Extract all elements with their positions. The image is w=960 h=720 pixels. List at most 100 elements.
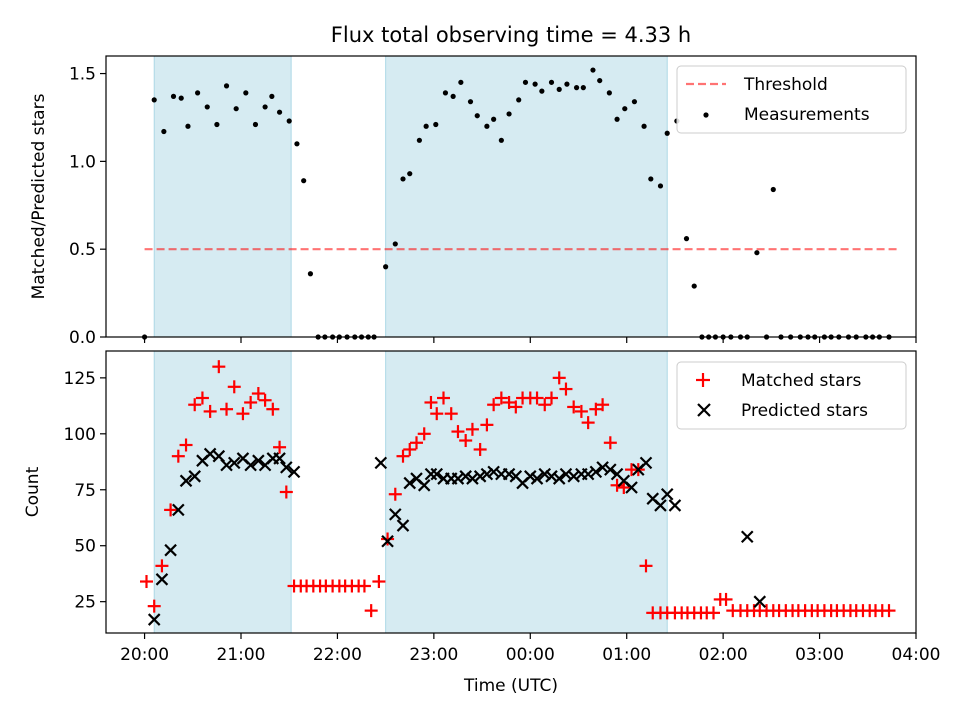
predicted-star-point — [451, 472, 465, 485]
matched-star-point — [603, 436, 617, 450]
x-tick-label: 03:00 — [795, 645, 844, 665]
measurement-point — [590, 67, 596, 73]
y-tick-label: 0.5 — [69, 240, 96, 260]
measurement-point — [467, 99, 474, 105]
measurement-point — [407, 171, 413, 177]
measurement-point — [383, 264, 389, 270]
predicted-star-point — [567, 470, 580, 483]
matched-star-point — [545, 391, 558, 405]
measurement-point — [614, 116, 620, 122]
predicted-star-point — [403, 476, 417, 490]
predicted-star-point — [589, 465, 603, 479]
x-axis-label: Time (UTC) — [463, 676, 558, 696]
count-panel: 25 50 75 100 125 20:00 21:00 22:00 23:00 00:00 01… — [23, 350, 941, 665]
predicted-star-point — [480, 467, 494, 481]
matched-star-point — [273, 440, 287, 454]
matched-star-point — [279, 485, 293, 499]
matched-star-point — [574, 404, 588, 418]
y-tick-label: 50 — [74, 537, 96, 557]
measurement-point — [423, 123, 429, 129]
count-y-axis-label: Count — [23, 466, 43, 517]
count-y-ticks: 25 50 75 100 125 — [64, 369, 106, 613]
measurement-point — [223, 83, 230, 89]
predicted-star-point — [389, 508, 402, 521]
predicted-star-point — [753, 595, 767, 608]
matched-star-point — [552, 371, 566, 385]
legend-matched-swatch — [696, 373, 710, 387]
matched-star-point — [502, 395, 516, 409]
measurement-point — [532, 81, 538, 87]
measurement-point — [185, 123, 191, 129]
predicted-star-point — [280, 461, 293, 474]
y-tick-label: 100 — [64, 425, 96, 445]
matched-star-point — [195, 391, 209, 405]
measurement-point — [657, 183, 664, 189]
measurement-point — [269, 93, 275, 99]
x-tick-label: 01:00 — [602, 645, 651, 665]
predicted-star-point — [596, 461, 609, 474]
count-axes-frame — [105, 350, 917, 634]
predicted-star-point — [552, 472, 566, 485]
matched-star-point — [171, 449, 185, 463]
measurement-point — [556, 86, 562, 92]
predicted-star-point — [273, 452, 286, 465]
predicted-star-point — [287, 465, 301, 479]
y-tick-label: 125 — [64, 369, 96, 389]
y-tick-label: 0.0 — [69, 328, 96, 348]
count-shaded-regions — [153, 350, 668, 634]
measurement-point — [648, 176, 654, 182]
x-tick-label: 04:00 — [892, 645, 941, 665]
matched-star-point — [437, 391, 450, 405]
matched-star-point — [410, 436, 423, 450]
shaded-region-1 — [385, 350, 668, 634]
predicted-star-point — [417, 479, 431, 492]
matched-star-point — [719, 592, 733, 606]
matched-star-point — [424, 395, 438, 409]
measurement-point — [474, 113, 480, 119]
matched-star-point — [581, 416, 595, 430]
shaded-region-1 — [385, 55, 668, 338]
measurement-point — [170, 93, 177, 99]
matched-star-point — [220, 402, 234, 416]
matched-star-point — [203, 404, 217, 418]
measurement-point — [294, 141, 300, 147]
measurement-point — [450, 93, 456, 99]
legend-threshold-label: Threshold — [743, 75, 828, 95]
matched-star-point — [617, 481, 631, 495]
measurement-point — [498, 137, 504, 143]
measurement-point — [252, 121, 259, 128]
matched-star-point — [567, 400, 581, 414]
matched-star-point — [372, 575, 386, 589]
matched-star-point — [155, 559, 169, 573]
matched-star-point — [589, 402, 603, 416]
measurement-point — [233, 106, 239, 112]
measurement-point — [683, 236, 690, 242]
predicted-star-point — [147, 613, 161, 626]
measurement-point — [631, 99, 638, 105]
legend-matched-label: Matched stars — [741, 371, 861, 391]
legend-predicted-label: Predicted stars — [741, 401, 868, 421]
y-tick-label: 1.0 — [69, 152, 96, 172]
predicted-star-point — [374, 456, 388, 470]
matched-star-point — [251, 387, 265, 401]
predicted-star-point — [459, 470, 472, 483]
figure-title: Flux total observing time = 4.33 h — [331, 23, 691, 47]
predicted-star-point — [381, 534, 394, 548]
measurement-point — [606, 90, 612, 96]
ratio-shaded-regions — [153, 55, 668, 338]
measurement-point — [622, 106, 628, 112]
measurement-point — [204, 104, 210, 110]
ratio-legend-box — [676, 65, 907, 134]
measurement-point — [516, 97, 522, 103]
x-tick-label: 02:00 — [699, 645, 748, 665]
measurement-point — [484, 123, 490, 129]
predicted-star-point — [164, 543, 177, 557]
predicted-star-point — [581, 467, 595, 481]
legend-measurements-swatch — [703, 112, 709, 118]
measurement-point — [433, 121, 439, 128]
ratio-legend: Threshold Measurements — [676, 65, 907, 134]
measurement-point — [286, 118, 292, 124]
measurement-point — [151, 97, 157, 103]
ratio-y-axis-label: Matched/Predicted stars — [29, 93, 49, 299]
measurement-point — [214, 121, 220, 128]
